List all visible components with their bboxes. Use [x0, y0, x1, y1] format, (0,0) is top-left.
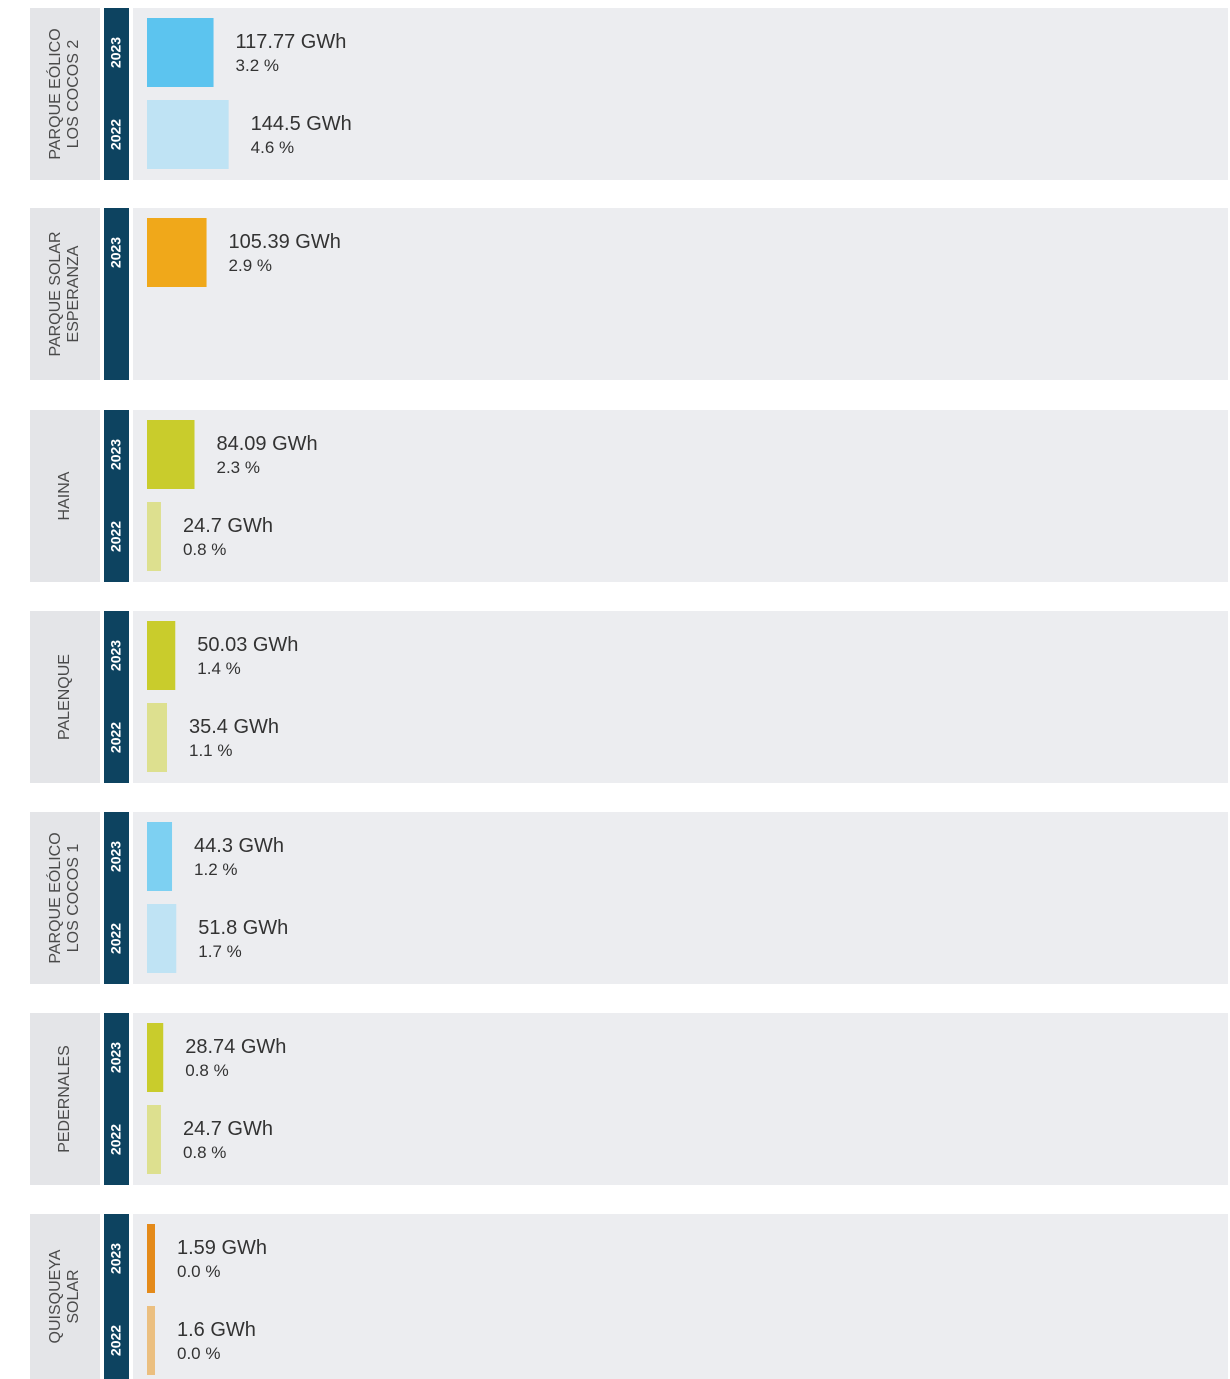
bar [147, 703, 168, 772]
share-label: 4.6 % [251, 138, 294, 157]
bar [147, 621, 176, 690]
year-label: 2023 [108, 841, 124, 872]
share-label: 1.1 % [189, 741, 232, 760]
plant-name: SOLAR [65, 1269, 82, 1323]
bar [147, 502, 161, 571]
share-label: 3.2 % [236, 56, 279, 75]
year-label: 2023 [108, 640, 124, 671]
name-panel [30, 1013, 100, 1185]
bar-panel [133, 8, 1228, 180]
plant-name: PARQUE EÓLICO [45, 28, 64, 159]
share-label: 1.7 % [198, 942, 241, 961]
plant-name: LOS COCOS 1 [65, 844, 82, 953]
year-label: 2023 [108, 237, 124, 268]
bar [147, 822, 173, 891]
plant-name: PARQUE SOLAR [47, 231, 64, 356]
bar [147, 1105, 161, 1174]
plant-name: PEDERNALES [56, 1045, 73, 1153]
share-label: 1.4 % [197, 659, 240, 678]
year-label: 2023 [108, 1042, 124, 1073]
value-label: 24.7 GWh [183, 515, 273, 537]
year-label: 2023 [108, 1243, 124, 1274]
year-label: 2023 [108, 439, 124, 470]
year-strip [104, 812, 129, 984]
plant-name: PALENQUE [56, 654, 73, 740]
value-label: 117.77 GWh [236, 31, 347, 53]
year-label: 2022 [108, 521, 124, 552]
year-label: 2023 [108, 37, 124, 68]
bar-panel [133, 812, 1228, 984]
share-label: 0.0 % [177, 1262, 220, 1281]
year-label: 2022 [108, 1325, 124, 1356]
value-label: 35.4 GWh [189, 716, 279, 738]
bar-panel [133, 611, 1228, 783]
name-panel [30, 611, 100, 783]
year-label: 2022 [108, 722, 124, 753]
share-label: 0.8 % [185, 1061, 228, 1080]
name-panel [30, 410, 100, 582]
year-strip [104, 410, 129, 582]
bar [147, 218, 207, 287]
bar [147, 420, 195, 489]
bar [147, 100, 229, 169]
year-label: 2022 [108, 1124, 124, 1155]
value-label: 24.7 GWh [183, 1118, 273, 1140]
value-label: 1.59 GWh [177, 1237, 267, 1259]
name-panel [30, 1214, 100, 1379]
bar [147, 1023, 164, 1092]
bar [147, 1306, 155, 1375]
plant-name: HAINA [56, 471, 73, 520]
value-label: 1.6 GWh [177, 1319, 256, 1341]
year-strip [104, 1013, 129, 1185]
value-label: 51.8 GWh [198, 917, 288, 939]
name-panel [30, 208, 100, 380]
year-strip [104, 8, 129, 180]
plant-name: ESPERANZA [65, 245, 82, 342]
value-label: 28.74 GWh [185, 1036, 286, 1058]
value-label: 50.03 GWh [197, 634, 298, 656]
bar-panel [133, 410, 1228, 582]
bar [147, 904, 177, 973]
share-label: 2.3 % [217, 458, 260, 477]
year-label: 2022 [108, 923, 124, 954]
value-label: 105.39 GWh [229, 231, 341, 253]
bar [147, 18, 214, 87]
bar-panel [133, 1214, 1228, 1379]
plant-name: PARQUE EÓLICO [45, 832, 64, 963]
share-label: 0.0 % [177, 1344, 220, 1363]
value-label: 84.09 GWh [217, 433, 318, 455]
name-panel [30, 812, 100, 984]
bar-panel [133, 208, 1228, 380]
share-label: 1.2 % [194, 860, 237, 879]
share-label: 0.8 % [183, 540, 226, 559]
value-label: 44.3 GWh [194, 835, 284, 857]
year-strip [104, 611, 129, 783]
bar [147, 1224, 155, 1293]
plant-name: QUISQUEYA [47, 1249, 64, 1343]
plant-name: LOS COCOS 2 [65, 40, 82, 149]
year-label: 2022 [108, 119, 124, 150]
name-panel [30, 8, 100, 180]
share-label: 0.8 % [183, 1143, 226, 1162]
share-label: 2.9 % [229, 256, 272, 275]
year-strip [104, 1214, 129, 1379]
year-strip [104, 208, 129, 380]
value-label: 144.5 GWh [251, 113, 352, 135]
bar-panel [133, 1013, 1228, 1185]
